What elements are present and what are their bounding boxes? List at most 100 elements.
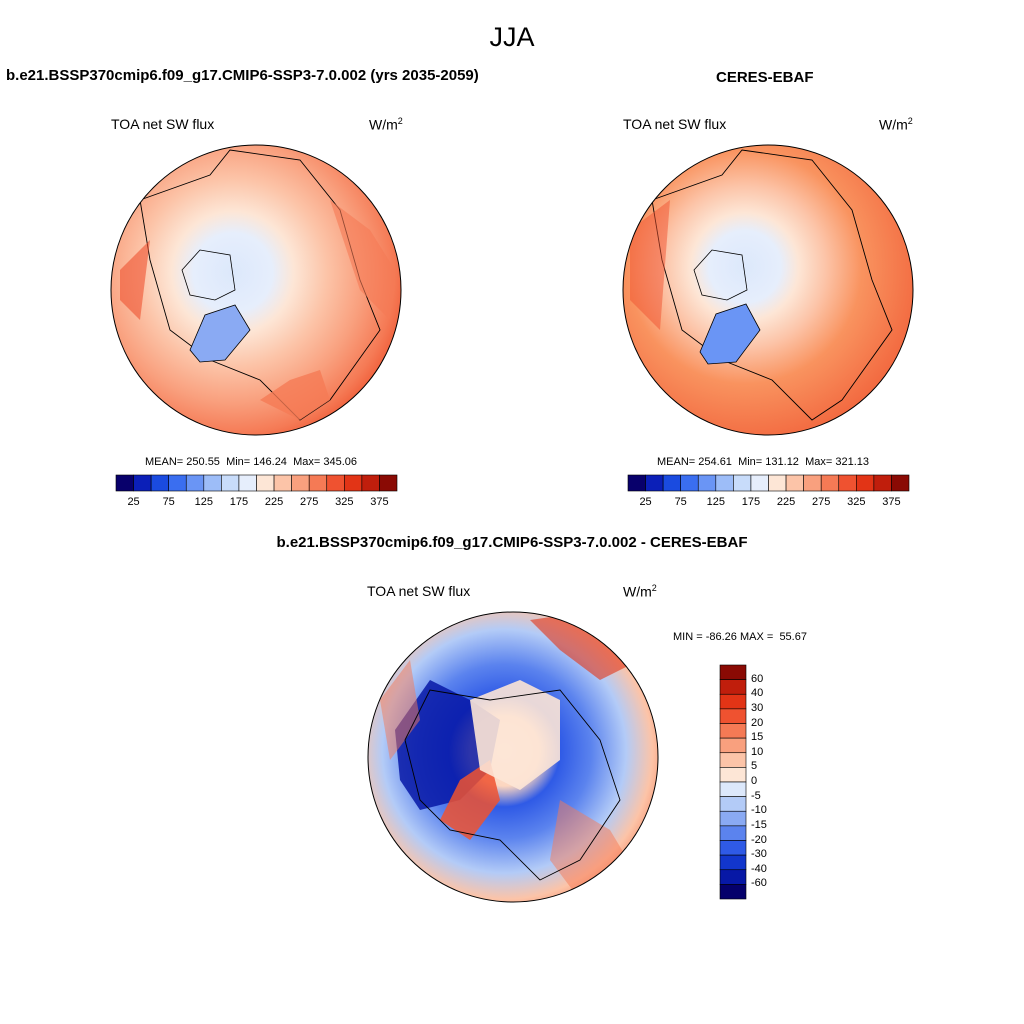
model-colorbar-tick-label: 275 [300,496,319,508]
model-colorbar-tick-label: 25 [127,496,140,508]
model-colorbar-swatch [308,474,328,492]
diff-colorbar-tick-label: -10 [751,804,767,817]
obs-colorbar-swatch [697,474,717,492]
obs-colorbar-tick-label: 25 [639,496,652,508]
model-colorbar-swatch [379,474,398,492]
diff-colorbar-swatch [719,810,747,827]
obs-colorbar-swatch [750,474,769,492]
diff-colorbar-tick-label: -20 [751,833,767,846]
model-colorbar-swatch [273,474,292,492]
model-colorbar-tick-label: 375 [370,496,389,508]
diff-colorbar [719,664,747,900]
diff-colorbar-tick-label: 40 [751,687,764,700]
obs-colorbar-tick-label: 375 [882,496,901,508]
diff-colorbar-swatch [719,767,747,783]
diff-colorbar-swatch [719,854,747,871]
obs-polar-map [623,145,913,435]
model-polar-map [111,145,401,435]
model-colorbar-tick-label: 175 [229,496,249,508]
model-colorbar-swatch [115,474,134,492]
obs-colorbar-swatch [856,474,875,492]
obs-colorbar-tick-label: 325 [847,496,866,508]
obs-colorbar-swatch [820,474,840,492]
obs-colorbar-swatch [785,474,804,492]
model-stats: MEAN= 250.55 Min= 146.24 Max= 345.06 [145,456,357,468]
model-colorbar-swatch [203,474,222,492]
diff-colorbar-swatch [719,840,747,856]
diff-colorbar-tick-label: 60 [751,672,764,685]
model-colorbar-tick-label: 75 [162,496,175,508]
obs-colorbar-swatch [645,474,664,492]
model-colorbar-swatch [238,474,257,492]
model-colorbar-swatch [256,474,275,492]
diff-colorbar-swatch [719,664,747,680]
model-colorbar-swatch [150,474,169,492]
model-colorbar-tick-label: 325 [335,496,354,508]
diff-colorbar-tick-label: -15 [751,818,767,831]
model-colorbar-swatch [221,474,240,492]
diff-colorbar-swatch [719,723,747,739]
diff-colorbar-tick-label: -40 [751,862,767,875]
obs-colorbar-tick-label: 225 [776,496,796,508]
diff-colorbar-tick-label: -60 [751,877,767,890]
obs-units-label: W/m2 [879,116,913,133]
model-colorbar-swatch [133,474,152,492]
obs-map-boundary [622,144,914,436]
diff-map-boundary [367,611,659,903]
obs-colorbar-swatch [715,474,734,492]
diff-colorbar-swatch [719,825,747,841]
diff-colorbar-tick-label: -5 [751,789,761,802]
diff-colorbar-tick-label: 20 [751,716,764,729]
obs-colorbar-tick-label: 275 [812,496,831,508]
diff-colorbar-swatch [719,737,747,754]
diff-colorbar-tick-label: 15 [751,731,764,744]
model-units-label: W/m2 [369,116,403,133]
model-colorbar-swatch [185,474,205,492]
diff-colorbar-swatch [719,781,747,797]
obs-colorbar-swatch [733,474,752,492]
diff-stats: MIN = -86.26 MAX = 55.67 [673,631,807,643]
diff-variable-label: TOA net SW flux [367,583,471,599]
diff-colorbar-tick-label: 5 [751,760,758,773]
obs-stats: MEAN= 254.61 Min= 131.12 Max= 321.13 [657,456,869,468]
obs-colorbar-swatch [873,474,892,492]
obs-colorbar-swatch [768,474,787,492]
diff-colorbar-swatch [719,679,747,695]
diff-colorbar-swatch [719,752,747,768]
obs-colorbar-swatch [838,474,857,492]
model-colorbar-swatch [361,474,380,492]
diff-colorbar-tick-label: -30 [751,848,767,861]
diff-colorbar-tick-label: 10 [751,745,764,758]
obs-panel-title: CERES-EBAF [716,69,814,86]
diff-colorbar-swatch [719,869,747,885]
obs-colorbar-swatch [627,474,646,492]
obs-colorbar-tick-label: 175 [741,496,761,508]
obs-colorbar-swatch [680,474,699,492]
model-colorbar-swatch [168,474,187,492]
model-colorbar-swatch [326,474,345,492]
obs-colorbar [627,474,910,492]
obs-colorbar-swatch [662,474,681,492]
model-colorbar-tick-label: 125 [194,496,213,508]
model-map-boundary [110,144,402,436]
diff-colorbar-swatch [719,708,747,724]
obs-variable-label: TOA net SW flux [623,116,727,132]
model-panel-title: b.e21.BSSP370cmip6.f09_g17.CMIP6-SSP3-7.… [6,67,479,84]
obs-colorbar-tick-label: 75 [674,496,687,508]
diff-colorbar-swatch [719,884,747,900]
obs-colorbar-swatch [891,474,910,492]
diff-colorbar-tick-label: 30 [751,701,764,714]
obs-colorbar-swatch [803,474,822,492]
diff-colorbar-tick-label: 0 [751,775,758,787]
diff-colorbar-swatch [719,796,747,812]
figure-title: JJA [489,22,535,52]
model-colorbar-tick-label: 225 [264,496,284,508]
obs-colorbar-tick-label: 125 [706,496,725,508]
model-colorbar-swatch [344,474,363,492]
diff-colorbar-swatch [719,693,747,710]
model-variable-label: TOA net SW flux [111,116,215,132]
model-colorbar [115,474,398,492]
diff-units-label: W/m2 [623,583,657,600]
diff-panel-title: b.e21.BSSP370cmip6.f09_g17.CMIP6-SSP3-7.… [276,534,748,551]
